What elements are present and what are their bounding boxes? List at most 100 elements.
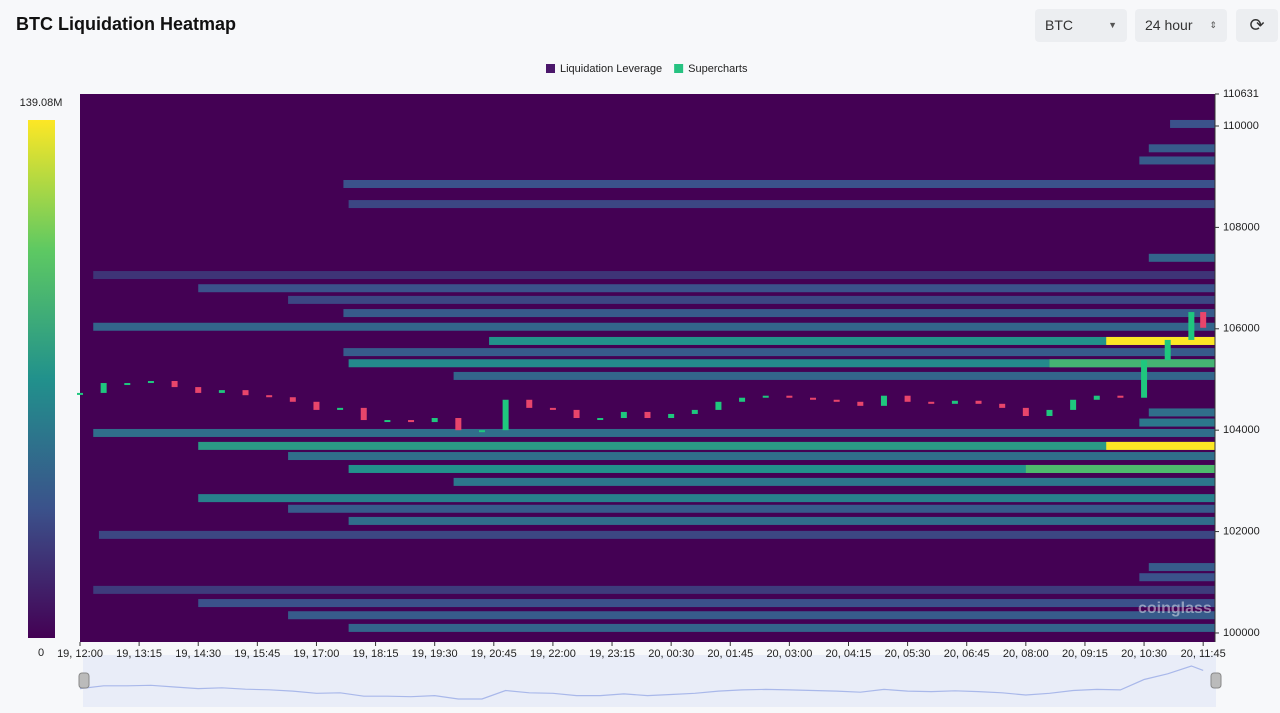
heat-band	[288, 611, 1215, 620]
x-tick-label: 19, 15:45	[234, 648, 280, 660]
x-tick-label: 20, 01:45	[707, 648, 753, 660]
heat-band	[453, 477, 1216, 486]
price-candle	[266, 395, 273, 398]
price-candle	[431, 418, 438, 423]
heat-band	[1139, 418, 1215, 427]
navigator-handle	[1210, 672, 1222, 689]
price-candle	[810, 397, 817, 400]
navigator-line	[79, 665, 1204, 700]
x-tick-label: 19, 22:00	[530, 648, 576, 660]
price-candle	[313, 401, 320, 410]
x-tick-label: 20, 05:30	[885, 648, 931, 660]
heat-band	[288, 452, 1215, 461]
price-candle	[147, 381, 154, 384]
price-candle	[786, 395, 793, 398]
price-candle	[1141, 360, 1148, 398]
price-candle	[904, 395, 911, 402]
x-tick-label: 20, 04:15	[826, 648, 872, 660]
price-candle	[975, 400, 982, 404]
heat-band	[1148, 408, 1215, 417]
page-title: BTC Liquidation Heatmap	[16, 14, 236, 34]
heat-band	[1170, 119, 1215, 128]
heat-band	[93, 322, 1215, 331]
watermark: coinglass	[1138, 600, 1212, 617]
color-bar	[28, 120, 55, 638]
heat-band	[93, 585, 1215, 594]
price-candle	[1046, 409, 1053, 416]
x-tick-label: 19, 23:15	[589, 648, 635, 660]
price-candle	[360, 407, 367, 421]
y-tick-label: 108000	[1223, 221, 1260, 233]
price-candle	[1117, 395, 1124, 398]
heat-band	[198, 284, 1215, 293]
refresh-button[interactable]: ⟳	[1236, 9, 1278, 42]
price-candle	[289, 397, 296, 402]
symbol-select[interactable]: BTC ▼	[1035, 9, 1127, 42]
price-candle	[478, 430, 485, 433]
heat-band	[343, 309, 1216, 318]
price-candle	[573, 409, 580, 419]
heat-band	[288, 504, 1215, 513]
price-candle	[620, 411, 627, 419]
price-candle	[124, 383, 131, 386]
x-tick-label: 19, 17:00	[294, 648, 340, 660]
y-tick-label: 102000	[1223, 525, 1260, 537]
legend-swatch	[674, 64, 684, 73]
caret: ⇕	[1209, 20, 1217, 30]
legend-label: Liquidation Leverage	[560, 63, 662, 75]
heat-band	[198, 441, 1215, 450]
price-candle	[762, 395, 769, 398]
x-tick-label: 20, 09:15	[1062, 648, 1108, 660]
price-candle	[833, 399, 840, 402]
price-candle	[857, 401, 864, 406]
price-candle	[455, 418, 462, 431]
y-tick-label: 110631	[1223, 88, 1259, 100]
heat-band	[453, 371, 1216, 380]
price-candle	[951, 400, 958, 404]
x-tick-label: 20, 10:30	[1121, 648, 1167, 660]
heat-band	[1148, 144, 1215, 153]
heat-band	[348, 464, 1215, 473]
y-tick-label: 110000	[1223, 120, 1259, 132]
heat-band	[93, 428, 1215, 437]
heat-band	[93, 271, 1215, 280]
price-candle	[171, 381, 178, 388]
range-select[interactable]: 24 hour ⇕	[1135, 9, 1227, 42]
x-tick-label: 19, 18:15	[353, 648, 399, 660]
price-candle	[1070, 399, 1077, 410]
price-candle	[1164, 339, 1171, 361]
caret: ▼	[1108, 20, 1117, 30]
heat-band	[343, 179, 1216, 188]
heat-band	[1139, 156, 1215, 165]
heat-band	[1106, 336, 1215, 345]
price-candle	[100, 383, 107, 393]
price-candle	[668, 413, 675, 419]
heat-band	[348, 359, 1215, 368]
heat-band	[348, 516, 1215, 525]
heat-band	[98, 530, 1216, 539]
price-candle	[218, 390, 225, 393]
price-candle	[999, 403, 1006, 408]
x-tick-label: 20, 00:30	[648, 648, 694, 660]
x-tick-label: 19, 13:15	[116, 648, 162, 660]
price-candle	[242, 390, 249, 396]
x-tick-label: 20, 03:00	[766, 648, 812, 660]
y-tick-label: 104000	[1223, 424, 1260, 436]
heat-band	[1148, 253, 1215, 262]
legend-label: Supercharts	[688, 63, 748, 75]
heat-band	[198, 599, 1215, 608]
price-candle	[1093, 395, 1100, 400]
x-tick-label: 20, 08:00	[1003, 648, 1049, 660]
price-candle	[502, 399, 509, 431]
heat-band	[348, 200, 1215, 209]
heat-band	[489, 336, 1216, 345]
price-candle	[691, 409, 698, 414]
colorbar-label: 0	[38, 647, 44, 659]
price-candle	[1200, 312, 1207, 328]
x-tick-label: 19, 14:30	[175, 648, 221, 660]
price-candle	[526, 399, 533, 408]
x-tick-label: 19, 20:45	[471, 648, 517, 660]
price-candle	[739, 397, 746, 402]
price-candle	[880, 395, 887, 406]
